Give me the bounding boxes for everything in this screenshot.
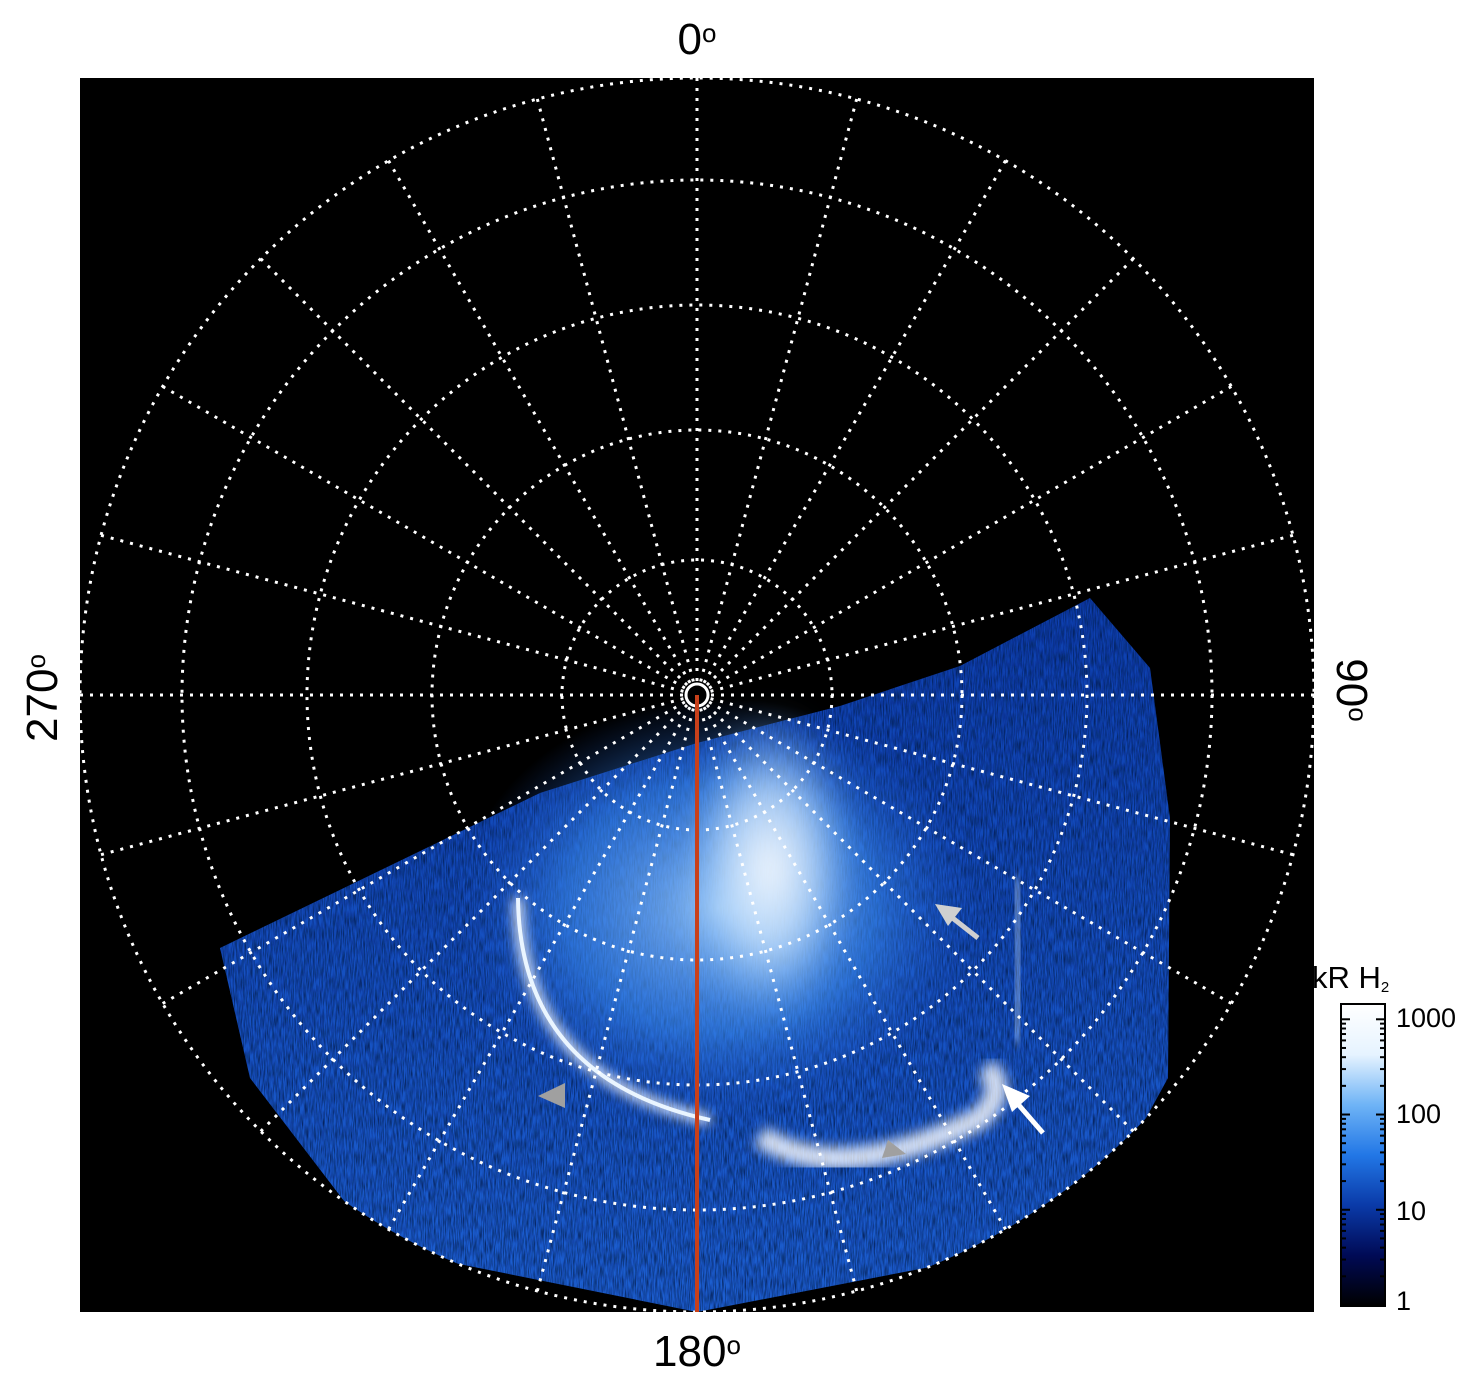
colorbar-unit-label: kR H2 — [1312, 960, 1390, 996]
grid-meridian — [710, 697, 1294, 857]
grid-meridian — [161, 700, 686, 1005]
grid-meridian — [161, 385, 686, 690]
label-0-degrees: 0o — [677, 15, 717, 64]
colorbar-tick-100: 100 — [1396, 1099, 1442, 1129]
grid-meridian — [699, 708, 859, 1292]
colorbar-gradient — [1340, 1003, 1386, 1307]
grid-meridian — [259, 703, 689, 1133]
label-90-degrees: 90o — [1327, 658, 1376, 722]
grid-meridian — [387, 706, 692, 1231]
grid-meridian — [702, 706, 1007, 1231]
gray-triangle-marker-1 — [538, 1083, 565, 1108]
gray-arrow — [935, 904, 980, 940]
colorbar-tick-10: 10 — [1396, 1196, 1427, 1226]
colorbar-tick-1: 1 — [1396, 1286, 1412, 1316]
grid-meridian — [708, 385, 1233, 690]
polar-aurora-image — [80, 78, 1314, 1312]
label-270-degrees: 270o — [18, 654, 67, 742]
colorbar — [1340, 1003, 1386, 1307]
grid-meridian — [100, 697, 684, 857]
grid-meridian — [259, 257, 689, 687]
main-oval-arc-right — [754, 1059, 1008, 1170]
grid-meridian — [100, 533, 684, 693]
grid-meridian — [702, 159, 1007, 684]
grid-meridian — [699, 98, 859, 682]
grid-meridian — [708, 700, 1233, 1005]
colorbar-tick-1000: 1000 — [1396, 1003, 1457, 1033]
label-180-degrees: 180o — [653, 1327, 741, 1376]
grid-meridian — [710, 533, 1294, 693]
grid-meridian — [535, 708, 695, 1292]
grid-meridian — [705, 257, 1135, 687]
grid-meridian — [535, 98, 695, 682]
grid-meridian — [387, 159, 692, 684]
white-arrow — [1002, 1084, 1045, 1135]
grid-meridian — [705, 703, 1135, 1133]
gray-triangle-marker-2 — [882, 1140, 906, 1158]
